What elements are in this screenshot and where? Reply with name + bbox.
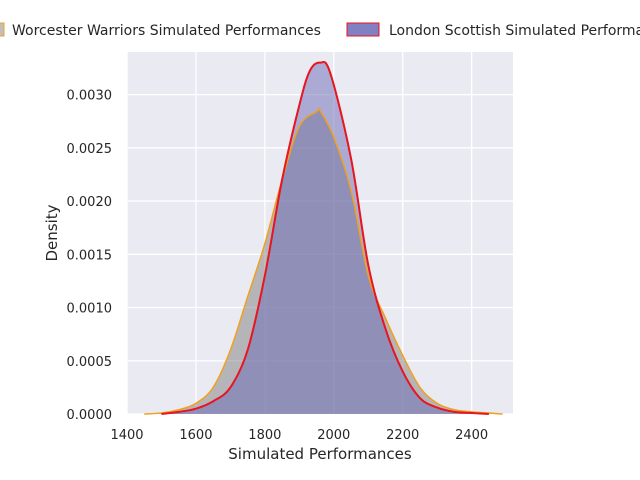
y-tick-label-6: 0.0030 xyxy=(67,89,113,104)
y-tick-label-3: 0.0015 xyxy=(67,248,113,263)
x-tick-labels: 1400 1600 1800 2000 2200 2400 xyxy=(110,428,488,443)
x-tick-label-2: 1800 xyxy=(248,428,281,443)
x-tick-label-0: 1400 xyxy=(110,428,143,443)
legend-label-worcester: Worcester Warriors Simulated Performance… xyxy=(12,23,321,39)
y-tick-label-5: 0.0025 xyxy=(67,142,113,157)
y-tick-label-1: 0.0005 xyxy=(67,355,113,370)
x-tick-label-1: 1600 xyxy=(179,428,212,443)
legend: Worcester Warriors Simulated Performance… xyxy=(0,22,640,39)
density-areas xyxy=(144,60,503,415)
y-tick-label-2: 0.0010 xyxy=(67,302,113,317)
y-tick-labels: 0.0000 0.0005 0.0010 0.0015 0.0020 0.0025 0.00… xyxy=(67,89,113,423)
density-area-london xyxy=(161,61,489,415)
density-line-london xyxy=(161,60,489,415)
x-tick-label-4: 2200 xyxy=(386,428,419,443)
y-tick-label-0: 0.0000 xyxy=(67,408,113,423)
x-tick-label-3: 2000 xyxy=(317,428,350,443)
x-axis-label: Simulated Performances xyxy=(228,445,412,463)
y-tick-label-4: 0.0020 xyxy=(67,195,113,210)
density-line-worcester xyxy=(144,107,503,415)
x-tick-label-5: 2400 xyxy=(455,428,488,443)
legend-label-london: London Scottish Simulated Performances xyxy=(389,23,640,39)
y-axis-label: Density xyxy=(43,204,61,261)
legend-swatch-worcester xyxy=(0,22,5,37)
legend-swatch-london xyxy=(346,22,380,37)
